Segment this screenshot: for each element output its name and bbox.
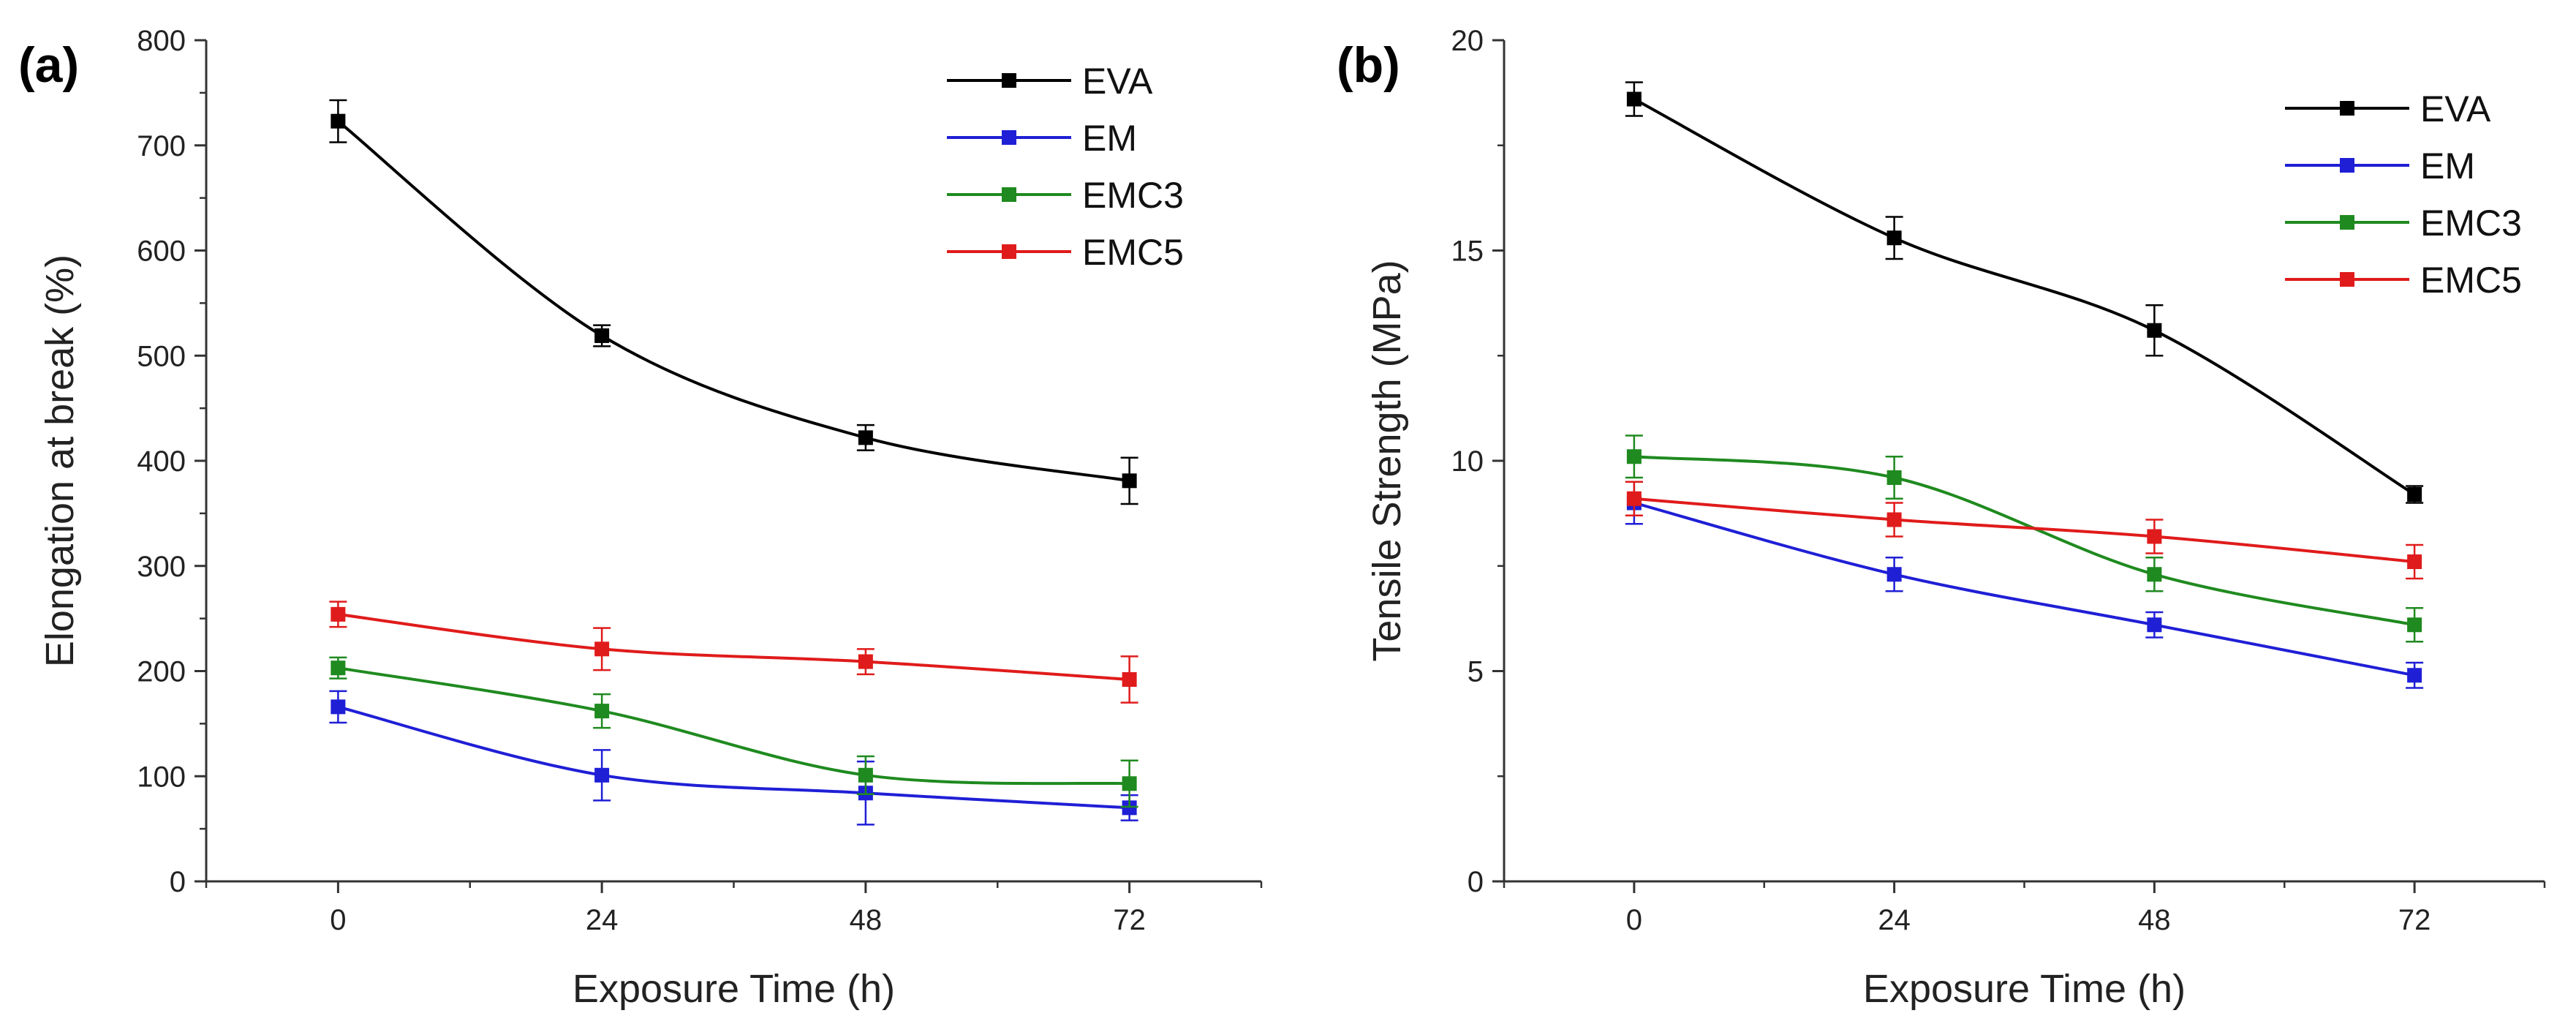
series-emc5: EMC5 (1625, 260, 2522, 580)
legend-label: EVA (1082, 61, 1153, 102)
y-tick-label: 600 (137, 236, 186, 268)
y-tick-label: 0 (1468, 866, 1484, 898)
x-tick-label: 0 (330, 904, 346, 936)
data-point (594, 641, 610, 657)
data-point (331, 660, 346, 676)
data-point (858, 430, 873, 445)
y-tick-label: 0 (170, 866, 186, 898)
panel-label: (a) (18, 37, 79, 93)
data-point (2147, 323, 2162, 338)
legend-label: EMC3 (1082, 175, 1184, 216)
data-point (858, 767, 873, 783)
data-point (1122, 473, 1137, 489)
data-point (594, 767, 610, 783)
legend-marker (1002, 244, 1016, 259)
x-tick-label: 24 (1878, 904, 1911, 936)
series-emc3: EMC3 (329, 175, 1184, 808)
series-eva: EVA (329, 61, 1153, 505)
y-tick-label: 20 (1451, 25, 1484, 57)
y-tick-label: 400 (137, 445, 186, 478)
legend-label: EM (2420, 146, 2475, 187)
data-point (1626, 491, 1642, 506)
data-point (594, 704, 610, 719)
data-point (858, 654, 873, 669)
series-emc5: EMC5 (329, 232, 1184, 704)
data-point (2407, 554, 2422, 569)
panel-label: (b) (1337, 37, 1400, 93)
data-point (594, 328, 610, 343)
x-tick-label: 72 (1113, 904, 1146, 936)
legend-marker (2340, 215, 2354, 230)
series-line (338, 666, 1130, 786)
data-point (2147, 567, 2162, 582)
y-tick-label: 300 (137, 551, 186, 583)
series-line (1633, 497, 2415, 563)
chart-panel-b: (b) 0 5 10 15 20 0 24 48 72 Exposure Time (h) Tensi… (1337, 25, 2546, 1011)
legend-label: EM (1082, 118, 1137, 159)
series-line (337, 120, 1130, 483)
x-axis-title: Exposure Time (h) (1863, 967, 2186, 1011)
y-tick-label: 15 (1451, 236, 1484, 268)
data-point (2147, 617, 2162, 633)
data-point (1886, 512, 1902, 527)
legend-label: EVA (2420, 89, 2491, 129)
x-tick-label: 48 (2138, 904, 2171, 936)
data-point (1886, 567, 1902, 582)
data-point (1122, 776, 1137, 791)
data-point (1886, 470, 1902, 485)
series-emc3: EMC3 (1625, 203, 2522, 643)
data-point (2407, 617, 2422, 633)
data-point (1122, 672, 1137, 687)
series-eva: EVA (1625, 81, 2491, 504)
x-tick-label: 72 (2398, 904, 2431, 936)
legend-marker (2340, 158, 2354, 173)
chart-panel-a: (a) 0 100 200 300 400 500 600 700 800 0 24 48 72 Expos… (18, 25, 1263, 1011)
x-tick-label: 0 (1626, 904, 1642, 936)
legend-label: EMC3 (2420, 203, 2522, 244)
series-line (1633, 501, 2415, 677)
y-axis-title: Tensile Strength (MPa) (1365, 260, 1409, 661)
data-point (2147, 529, 2162, 544)
x-tick-label: 48 (850, 904, 883, 936)
legend-label: EMC5 (2420, 260, 2522, 301)
data-point (331, 113, 346, 129)
data-point (331, 699, 346, 715)
series-line (338, 612, 1130, 681)
data-point (2407, 487, 2422, 502)
y-axis-title: Elongation at break (%) (38, 255, 82, 667)
legend-marker (2340, 101, 2354, 116)
series-em: EM (329, 118, 1138, 826)
data-point (2407, 668, 2422, 683)
y-tick-label: 500 (137, 340, 186, 372)
series-line (1633, 97, 2416, 496)
y-tick-label: 800 (137, 25, 186, 57)
data-point (1626, 91, 1642, 107)
legend-label: EMC5 (1082, 232, 1184, 273)
data-point (1122, 800, 1137, 816)
legend-marker (1002, 130, 1016, 145)
y-tick-label: 700 (137, 130, 186, 162)
legend-marker (1002, 187, 1016, 202)
x-axis-title: Exposure Time (h) (573, 967, 895, 1011)
data-point (1626, 449, 1642, 464)
data-point (1886, 230, 1902, 246)
legend-marker (2340, 272, 2354, 287)
y-tick-label: 10 (1451, 445, 1484, 478)
data-point (331, 606, 346, 622)
x-tick-label: 24 (586, 904, 619, 936)
legend-marker (1002, 73, 1016, 88)
y-tick-label: 200 (137, 656, 186, 688)
y-tick-label: 100 (137, 761, 186, 793)
y-tick-label: 5 (1468, 656, 1484, 688)
series-line (337, 705, 1130, 810)
